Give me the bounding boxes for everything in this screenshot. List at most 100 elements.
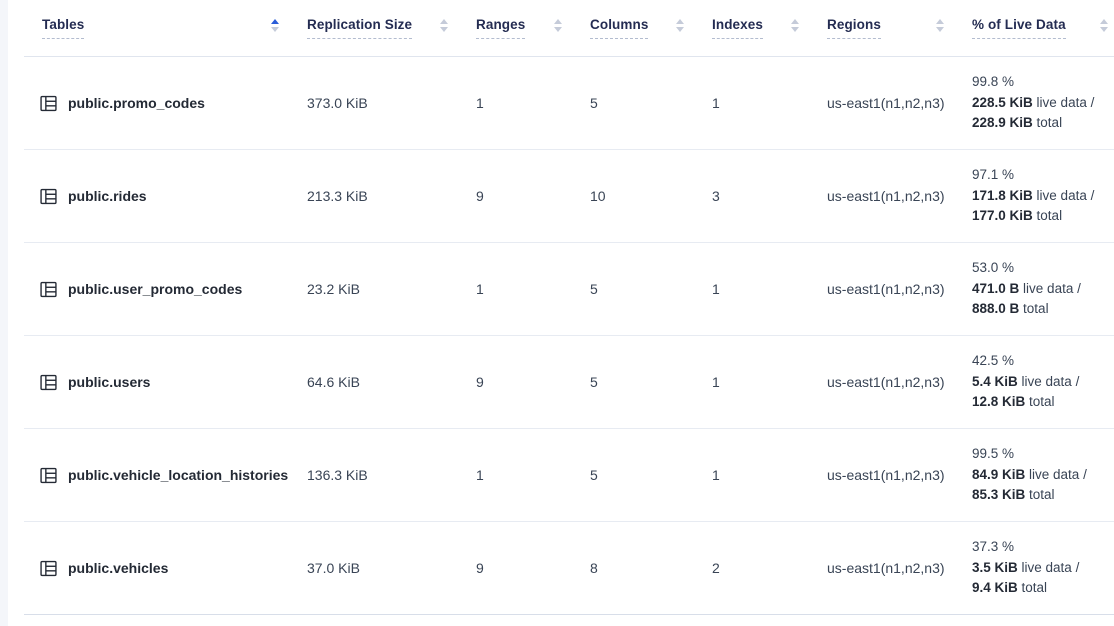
sort-icon[interactable]	[440, 18, 448, 32]
table-header-row: Tables Replication Size Ranges Columns I…	[24, 0, 1114, 57]
live-percent: 53.0 %	[972, 260, 1015, 276]
ranges-value: 9	[476, 560, 484, 576]
live-data-cell: 37.3 % 3.5 KiB live data / 9.4 KiB total	[972, 537, 1114, 599]
total-size-line: 228.9 KiB total	[972, 115, 1063, 131]
regions-value: us-east1(n1,n2,n3)	[827, 281, 945, 297]
table-name-cell: public.vehicles	[24, 560, 307, 577]
total-size-line: 85.3 KiB total	[972, 487, 1055, 503]
column-header-ranges-label[interactable]: Ranges	[476, 17, 526, 39]
live-data-cell: 53.0 % 471.0 B live data / 888.0 B total	[972, 258, 1114, 320]
table-icon	[40, 374, 57, 391]
table-icon	[40, 467, 57, 484]
live-size-line: 471.0 B live data /	[972, 280, 1081, 296]
column-header-replication-size-label[interactable]: Replication Size	[307, 17, 413, 39]
table-name-link[interactable]: public.users	[68, 374, 151, 390]
live-data-cell: 97.1 % 171.8 KiB live data / 177.0 KiB t…	[972, 165, 1114, 227]
sort-icon[interactable]	[271, 18, 279, 32]
column-header-live-data-label[interactable]: % of Live Data	[972, 17, 1066, 39]
table-row[interactable]: public.vehicles 37.0 KiB 9 8 2 us-east1(…	[24, 522, 1114, 615]
table-icon	[40, 95, 57, 112]
table-name-link[interactable]: public.user_promo_codes	[68, 281, 243, 297]
columns-value: 10	[590, 188, 606, 204]
columns-value: 5	[590, 467, 598, 483]
live-percent: 99.8 %	[972, 74, 1015, 90]
live-percent: 37.3 %	[972, 539, 1015, 555]
columns-value: 5	[590, 374, 598, 390]
table-name-link[interactable]: public.vehicles	[68, 560, 169, 576]
table-row[interactable]: public.vehicle_location_histories 136.3 …	[24, 429, 1114, 522]
regions-value: us-east1(n1,n2,n3)	[827, 95, 945, 111]
sort-icon[interactable]	[676, 18, 684, 32]
sort-icon[interactable]	[791, 18, 799, 32]
column-header-indexes[interactable]: Indexes	[712, 0, 827, 56]
indexes-value: 1	[712, 95, 720, 111]
total-size-line: 177.0 KiB total	[972, 208, 1063, 224]
column-header-live-data[interactable]: % of Live Data	[972, 0, 1114, 56]
live-size-line: 3.5 KiB live data /	[972, 559, 1080, 575]
sort-icon[interactable]	[936, 18, 944, 32]
live-data-cell: 99.5 % 84.9 KiB live data / 85.3 KiB tot…	[972, 444, 1114, 506]
ranges-value: 1	[476, 95, 484, 111]
regions-value: us-east1(n1,n2,n3)	[827, 560, 945, 576]
replication-size-value: 213.3 KiB	[307, 188, 368, 204]
column-header-columns[interactable]: Columns	[590, 0, 712, 56]
sort-icon[interactable]	[554, 18, 562, 32]
replication-size-value: 64.6 KiB	[307, 374, 360, 390]
live-percent: 42.5 %	[972, 353, 1015, 369]
indexes-value: 2	[712, 560, 720, 576]
live-size-line: 84.9 KiB live data /	[972, 466, 1087, 482]
ranges-value: 9	[476, 374, 484, 390]
table-name-cell: public.vehicle_location_histories	[24, 467, 307, 484]
indexes-value: 1	[712, 374, 720, 390]
sort-icon[interactable]	[1100, 18, 1108, 32]
replication-size-value: 373.0 KiB	[307, 95, 368, 111]
table-icon	[40, 188, 57, 205]
replication-size-value: 136.3 KiB	[307, 467, 368, 483]
total-size-line: 12.8 KiB total	[972, 394, 1055, 410]
table-name-cell: public.rides	[24, 188, 307, 205]
table-name-link[interactable]: public.vehicle_location_histories	[68, 467, 289, 483]
column-header-replication-size[interactable]: Replication Size	[307, 0, 476, 56]
regions-value: us-east1(n1,n2,n3)	[827, 467, 945, 483]
live-size-line: 171.8 KiB live data /	[972, 187, 1095, 203]
replication-size-value: 37.0 KiB	[307, 560, 360, 576]
table-name-link[interactable]: public.promo_codes	[68, 95, 205, 111]
indexes-value: 3	[712, 188, 720, 204]
table-row[interactable]: public.rides 213.3 KiB 9 10 3 us-east1(n…	[24, 150, 1114, 243]
column-header-ranges[interactable]: Ranges	[476, 0, 590, 56]
total-size-line: 888.0 B total	[972, 301, 1049, 317]
column-header-tables[interactable]: Tables	[24, 0, 307, 56]
ranges-value: 9	[476, 188, 484, 204]
table-name-cell: public.users	[24, 374, 307, 391]
live-size-line: 228.5 KiB live data /	[972, 94, 1095, 110]
column-header-indexes-label[interactable]: Indexes	[712, 17, 763, 39]
live-data-cell: 99.8 % 228.5 KiB live data / 228.9 KiB t…	[972, 72, 1114, 134]
ranges-value: 1	[476, 281, 484, 297]
columns-value: 5	[590, 281, 598, 297]
column-header-regions[interactable]: Regions	[827, 0, 972, 56]
ranges-value: 1	[476, 467, 484, 483]
live-size-line: 5.4 KiB live data /	[972, 373, 1080, 389]
table-row[interactable]: public.promo_codes 373.0 KiB 1 5 1 us-ea…	[24, 57, 1114, 150]
table-name-cell: public.promo_codes	[24, 95, 307, 112]
live-data-cell: 42.5 % 5.4 KiB live data / 12.8 KiB tota…	[972, 351, 1114, 413]
regions-value: us-east1(n1,n2,n3)	[827, 188, 945, 204]
tables-list: Tables Replication Size Ranges Columns I…	[24, 0, 1114, 615]
column-header-regions-label[interactable]: Regions	[827, 17, 881, 39]
regions-value: us-east1(n1,n2,n3)	[827, 374, 945, 390]
indexes-value: 1	[712, 281, 720, 297]
columns-value: 8	[590, 560, 598, 576]
table-row[interactable]: public.user_promo_codes 23.2 KiB 1 5 1 u…	[24, 243, 1114, 336]
indexes-value: 1	[712, 467, 720, 483]
table-row[interactable]: public.users 64.6 KiB 9 5 1 us-east1(n1,…	[24, 336, 1114, 429]
column-header-columns-label[interactable]: Columns	[590, 17, 649, 39]
table-name-link[interactable]: public.rides	[68, 188, 147, 204]
live-percent: 99.5 %	[972, 446, 1015, 462]
replication-size-value: 23.2 KiB	[307, 281, 360, 297]
column-header-tables-label[interactable]: Tables	[42, 17, 85, 39]
columns-value: 5	[590, 95, 598, 111]
table-icon	[40, 560, 57, 577]
table-icon	[40, 281, 57, 298]
live-percent: 97.1 %	[972, 167, 1015, 183]
page-left-gutter	[0, 0, 8, 626]
